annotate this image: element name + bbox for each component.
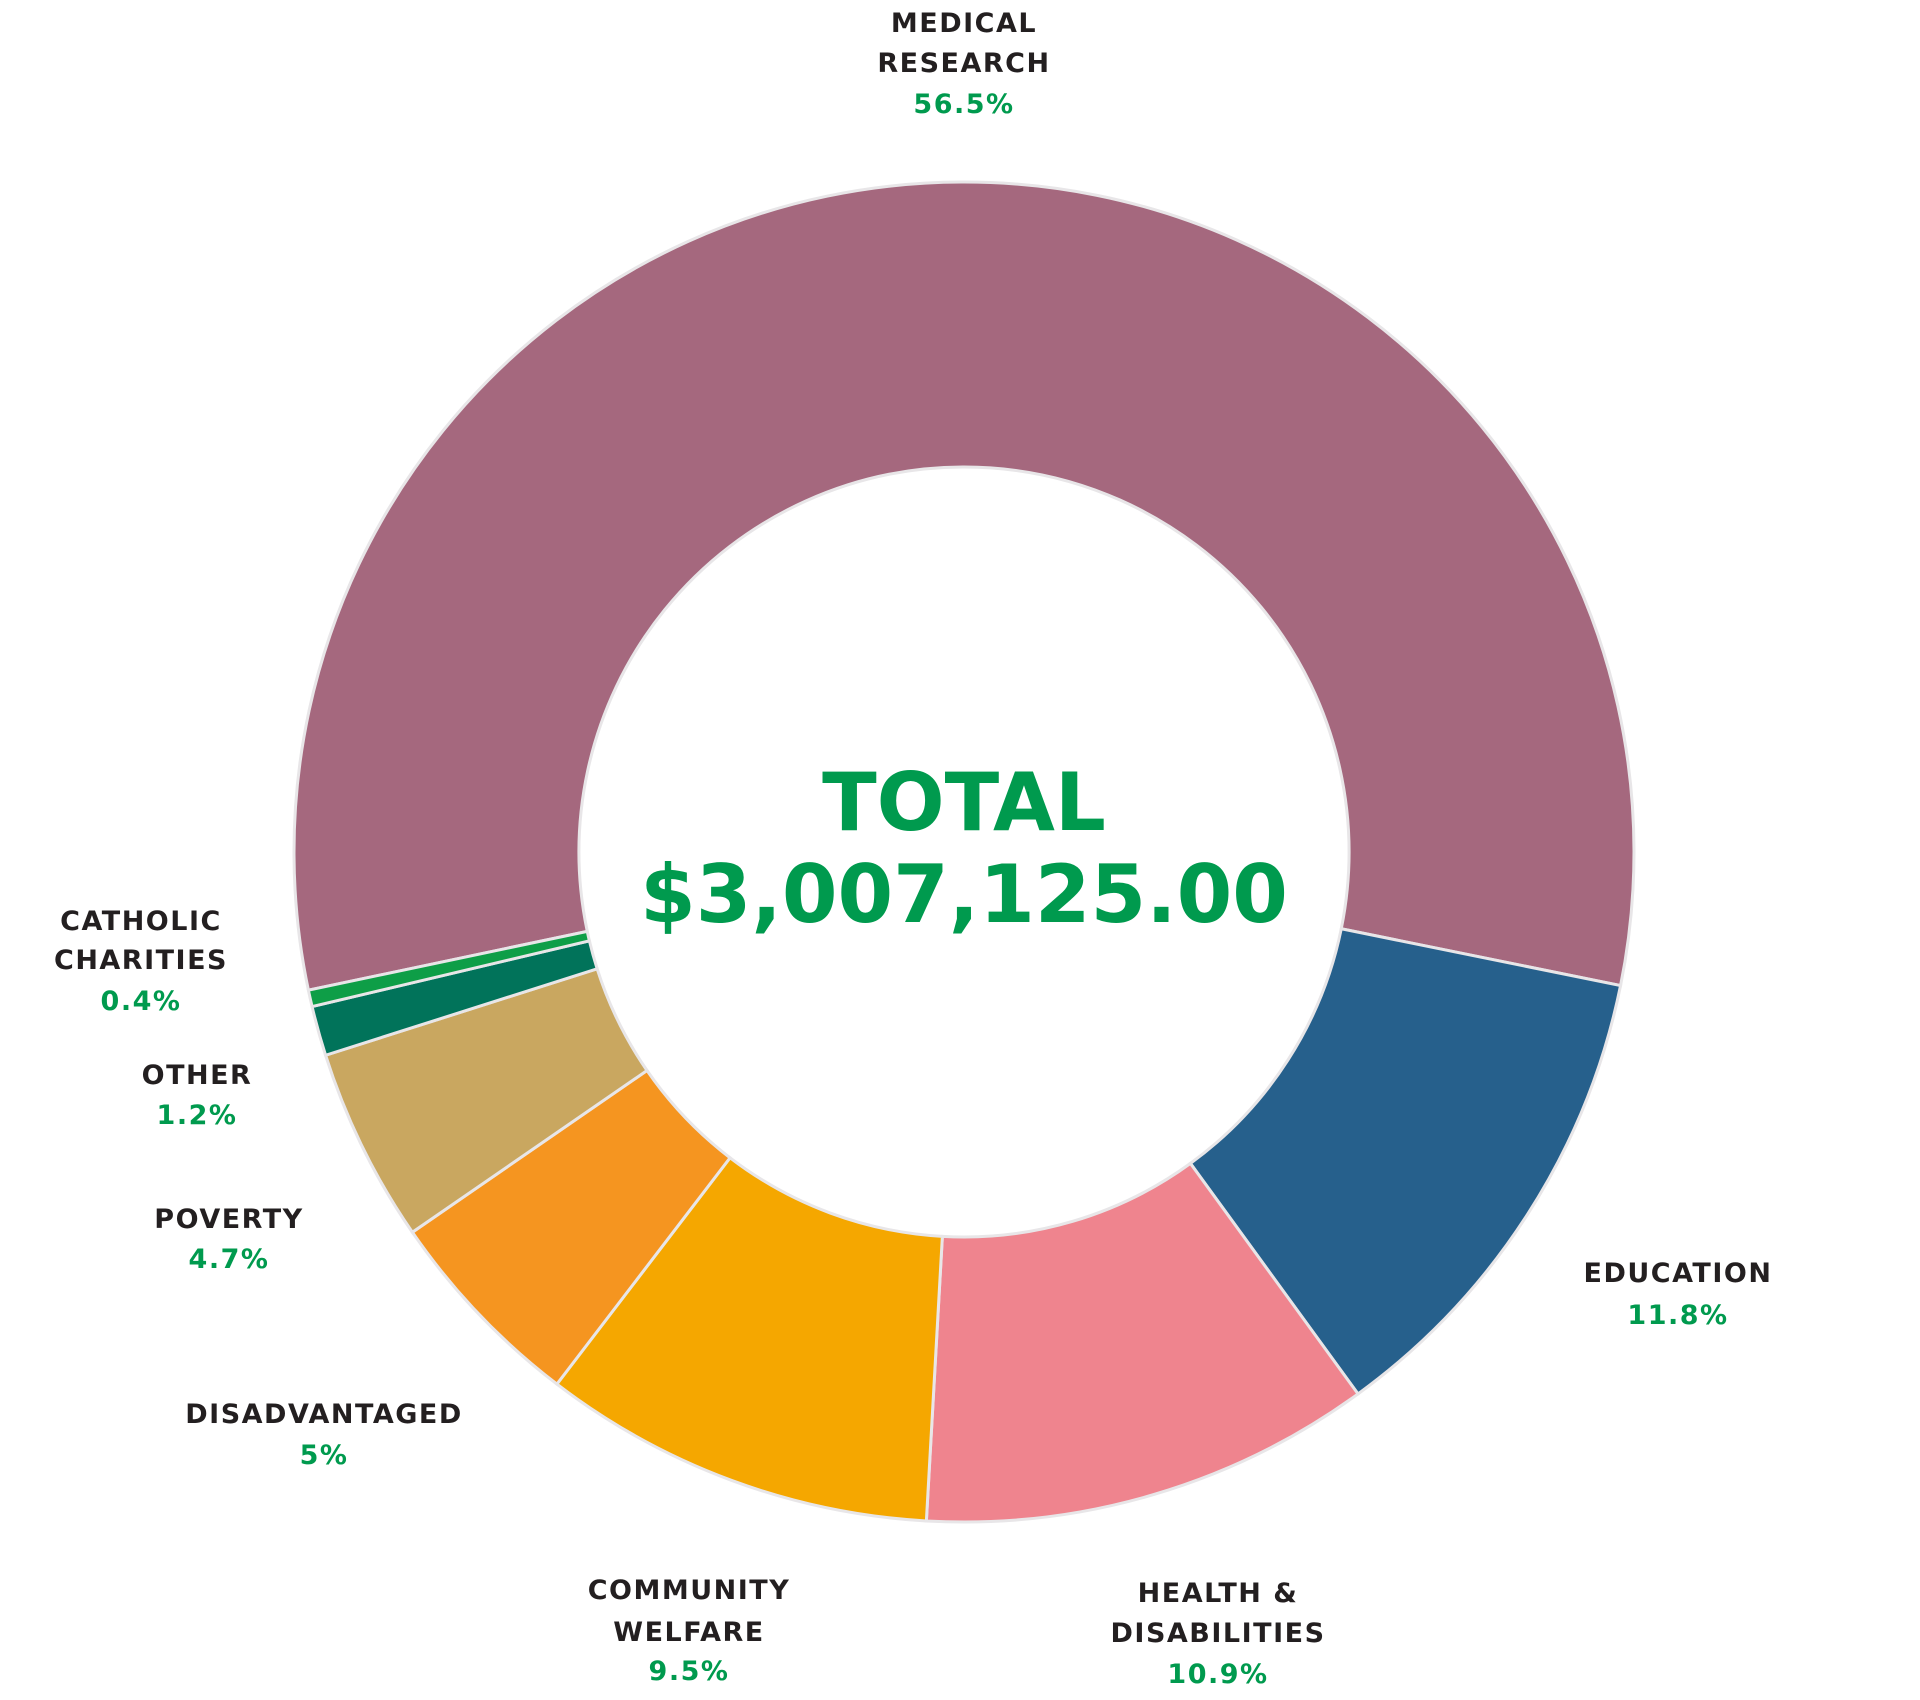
- slice-label: OTHER 1.2%: [142, 1060, 253, 1131]
- slice-percent-label: 5%: [300, 1440, 349, 1471]
- slice-label-text: COMMUNITY: [588, 1575, 791, 1606]
- slice-label: EDUCATION 11.8%: [1584, 1258, 1773, 1331]
- slice-label-text: POVERTY: [154, 1204, 303, 1235]
- slice-percent-label: 56.5%: [913, 89, 1014, 120]
- slice-label: HEALTH & DISABILITIES 10.9%: [1110, 1578, 1325, 1690]
- slice-label-text: DISABILITIES: [1110, 1618, 1325, 1649]
- slice-label: DISADVANTAGED 5%: [185, 1399, 463, 1471]
- slice-education: [1188, 926, 1623, 1396]
- center-title: TOTAL: [822, 756, 1106, 849]
- slice-label-text: DISADVANTAGED: [185, 1399, 463, 1430]
- slice-label: CATHOLIC CHARITIES 0.4%: [54, 906, 228, 1017]
- slices: [292, 180, 1636, 1524]
- slice-label-text: CATHOLIC: [60, 906, 222, 937]
- slice-label-text: EDUCATION: [1584, 1258, 1773, 1289]
- slice-label-text: MEDICAL: [891, 8, 1037, 39]
- slice-label: COMMUNITY WELFARE 9.5%: [588, 1575, 791, 1687]
- slice-catholic-charities: [306, 929, 592, 1009]
- labels: MEDICAL RESEARCH 56.5% EDUCATION 11.8% HEALTH…: [54, 8, 1773, 1690]
- slice-label: MEDICAL RESEARCH 56.5%: [877, 8, 1050, 120]
- slice-percent-label: 10.9%: [1167, 1659, 1268, 1690]
- slice-label-text: WELFARE: [613, 1617, 764, 1648]
- slice-label-text: HEALTH &: [1138, 1578, 1299, 1609]
- slice-label: POVERTY 4.7%: [154, 1204, 303, 1275]
- center-value: $3,007,125.00: [640, 848, 1288, 941]
- slice-label-text: CHARITIES: [54, 945, 228, 976]
- slice-percent-label: 11.8%: [1627, 1300, 1728, 1331]
- slice-label-text: OTHER: [142, 1060, 253, 1091]
- slice-medical-research: [292, 180, 1636, 992]
- slice-percent-label: 4.7%: [189, 1244, 270, 1275]
- slice-label-text: RESEARCH: [877, 48, 1050, 79]
- slice-percent-label: 9.5%: [649, 1656, 730, 1687]
- slice-percent-label: 0.4%: [101, 986, 182, 1017]
- slice-health-disabilities: [924, 1161, 1361, 1524]
- slice-percent-label: 1.2%: [157, 1100, 238, 1131]
